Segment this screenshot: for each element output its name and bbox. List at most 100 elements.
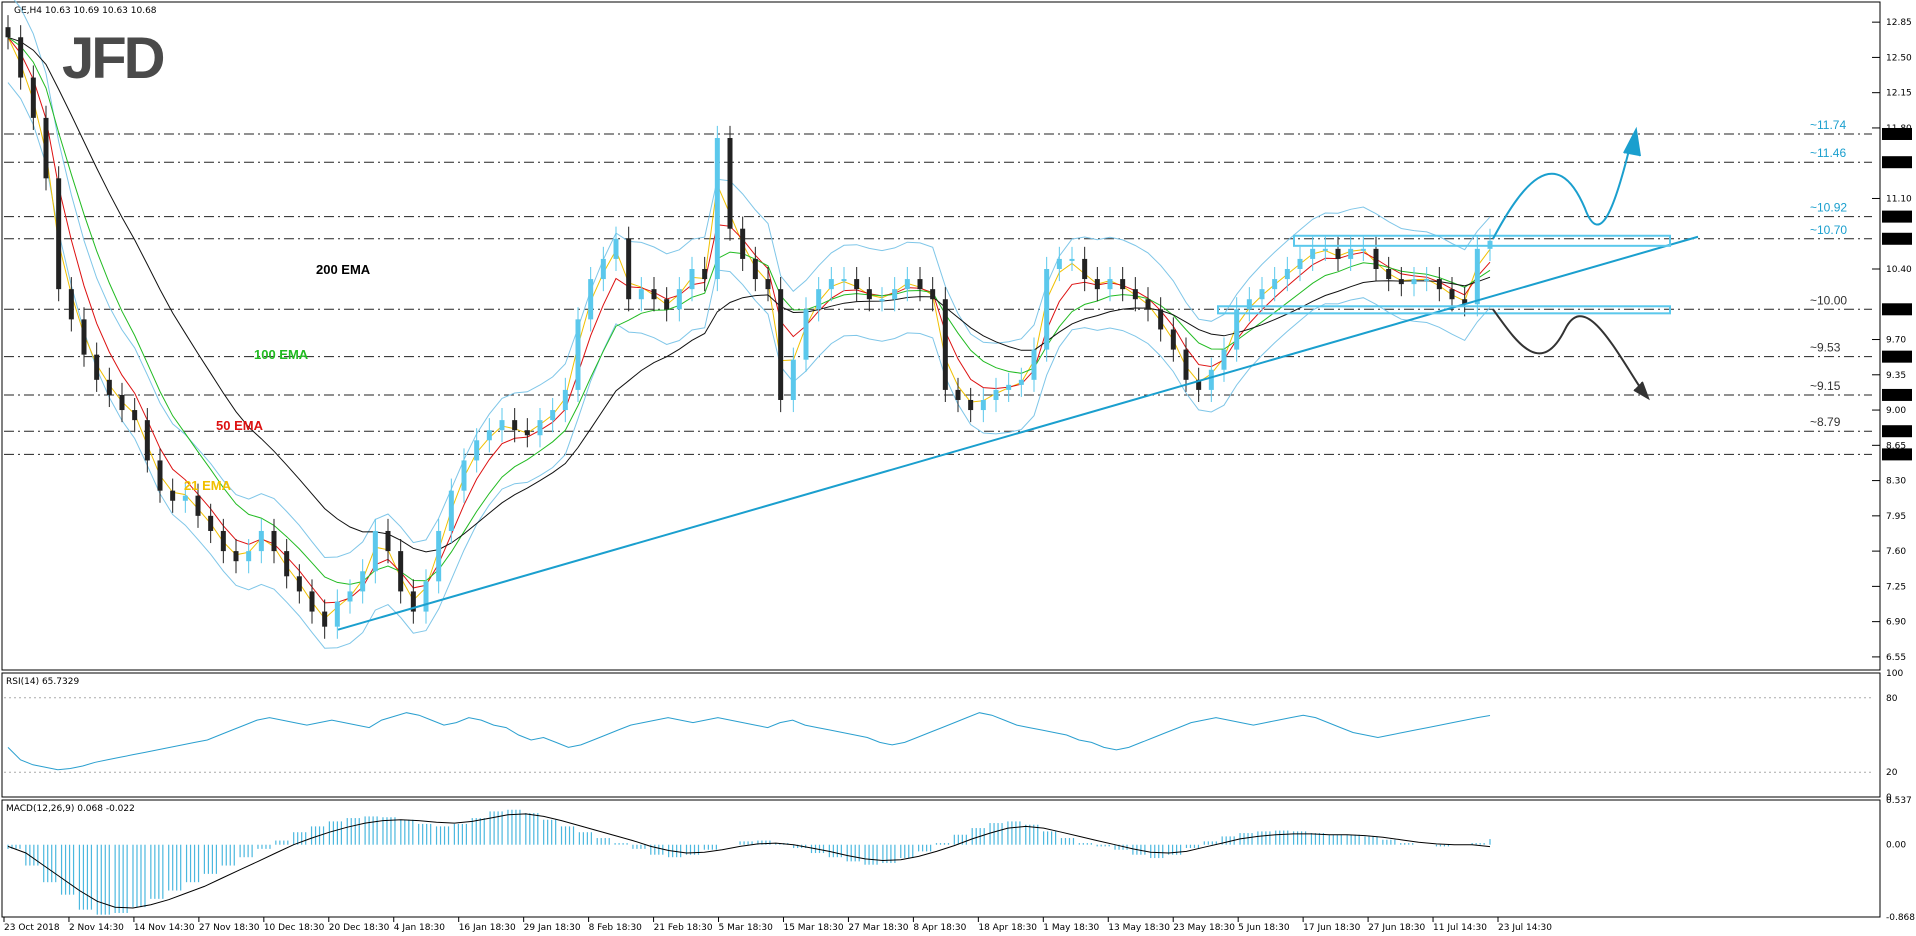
candle-body: [904, 279, 910, 290]
candle-body: [195, 495, 201, 516]
candle-body: [942, 299, 948, 390]
candle-body: [132, 410, 138, 421]
candle-body: [651, 289, 657, 300]
level-box-label: 11.74: [1884, 130, 1910, 140]
price-tick-label: 12.50: [1886, 53, 1912, 63]
level-price-box: [1882, 156, 1912, 169]
resistance-zone: [1293, 234, 1671, 247]
candle-body: [803, 309, 809, 360]
time-tick-label: 15 Mar 18:30: [783, 923, 843, 933]
time-tick-label: 27 Mar 18:30: [848, 923, 908, 933]
time-tick-label: 8 Apr 18:30: [913, 923, 966, 933]
macd-header: MACD(12,26,9) 0.068 -0.022: [6, 804, 135, 814]
candle-body: [499, 420, 505, 431]
time-tick-label: 1 May 18:30: [1043, 923, 1099, 933]
candle-body: [170, 490, 176, 501]
bearish-arrow-head: [1633, 381, 1650, 401]
time-tick-label: 23 May 18:30: [1173, 923, 1235, 933]
candle-body: [714, 138, 720, 280]
candle-body: [334, 601, 340, 627]
candle-body: [1221, 349, 1227, 370]
level-label: ~8.79: [1810, 415, 1841, 429]
candle-body: [537, 420, 543, 436]
rsi-tick-label: 20: [1886, 768, 1898, 778]
candle-body: [1120, 279, 1126, 290]
candle-body: [588, 279, 594, 320]
candle-body: [423, 581, 429, 612]
candle-body: [486, 430, 492, 441]
price-tick-label: 9.70: [1886, 336, 1906, 346]
candle-body: [790, 359, 796, 400]
candle-body: [1018, 379, 1024, 385]
candle-body: [144, 420, 150, 461]
price-tick-label: 11.80: [1886, 124, 1912, 134]
bollinger-lower: [7, 82, 1491, 649]
level-label: ~10.00: [1810, 293, 1847, 307]
candle-body: [765, 279, 771, 290]
price-tick-label: 7.95: [1886, 512, 1906, 522]
candle-body: [233, 551, 239, 562]
candle-body: [1006, 384, 1012, 390]
ema-50-line: [7, 36, 1491, 604]
candle-body: [94, 354, 100, 380]
uptrend-line: [337, 235, 1699, 631]
candle-body: [1424, 279, 1430, 282]
candle-body: [43, 117, 49, 179]
price-tick-label: 11.10: [1886, 194, 1912, 204]
macd-tick-label: 0.00: [1886, 841, 1906, 851]
time-tick-label: 21 Feb 18:30: [654, 923, 713, 933]
level-price-box: [1882, 350, 1912, 363]
candle-body: [1208, 369, 1214, 390]
level-box-label: 10.00: [1884, 305, 1910, 315]
candle-body: [322, 611, 328, 627]
candle-body: [1170, 329, 1176, 350]
candle-body: [296, 576, 302, 592]
price-tick-label: 9.00: [1886, 406, 1906, 416]
candle-body: [385, 530, 391, 552]
time-tick-label: 13 May 18:30: [1108, 923, 1170, 933]
candle-body: [841, 279, 847, 282]
candle-body: [1094, 279, 1100, 290]
time-tick-label: 11 Jul 14:30: [1433, 923, 1487, 933]
candle-body: [1436, 279, 1442, 290]
support-zone: [1217, 305, 1671, 315]
candle-body: [271, 530, 277, 552]
ema-200-label: 200 EMA: [316, 262, 371, 277]
candle-body: [1259, 289, 1265, 300]
time-tick-label: 20 Dec 18:30: [329, 923, 390, 933]
bearish-projection: [1492, 308, 1646, 396]
time-tick-label: 2 Nov 14:30: [69, 923, 124, 933]
candle-body: [258, 530, 264, 552]
candle-body: [512, 420, 518, 431]
symbol-header: GE,H4 10.63 10.69 10.63 10.68: [14, 6, 157, 16]
candle-body: [68, 289, 74, 320]
level-box-label: 10.70: [1884, 235, 1910, 245]
candle-body: [1056, 258, 1062, 269]
candle-body: [18, 37, 24, 78]
candle-body: [182, 495, 188, 501]
time-tick-label: 8 Feb 18:30: [589, 923, 643, 933]
candle-body: [5, 27, 11, 38]
candle-body: [1183, 349, 1189, 380]
candle-body: [689, 268, 695, 290]
candle-body: [702, 268, 708, 280]
candle-body: [930, 289, 936, 300]
time-tick-label: 29 Jan 18:30: [524, 923, 581, 933]
price-tick-label: 7.25: [1886, 582, 1906, 592]
candle-body: [1411, 279, 1417, 285]
candle-body: [854, 279, 860, 290]
rsi-tick-label: 100: [1886, 669, 1903, 679]
candle-body: [968, 399, 974, 411]
candle-body: [81, 319, 87, 355]
time-tick-label: 4 Jan 18:30: [394, 923, 446, 933]
candle-body: [208, 515, 214, 531]
price-tick-label: 10.40: [1886, 265, 1912, 275]
candle-body: [727, 138, 733, 229]
candle-body: [664, 299, 670, 310]
level-label: ~11.74: [1810, 118, 1846, 132]
jfd-logo: JFD: [62, 26, 164, 91]
candle-body: [778, 289, 784, 400]
level-box-label: 9.15: [1884, 391, 1904, 401]
bullish-arrow-head: [1623, 126, 1641, 157]
level-price-box: [1882, 303, 1912, 316]
